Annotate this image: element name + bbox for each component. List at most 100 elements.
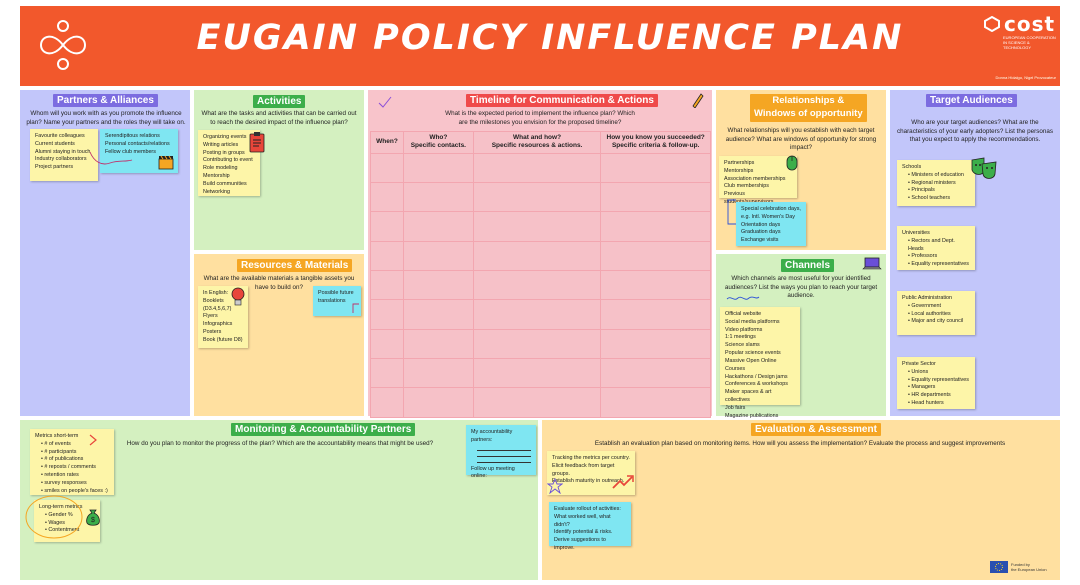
eugain-logo xyxy=(38,18,88,73)
list-item: Fellow club members xyxy=(105,148,156,155)
list-item: Infographics xyxy=(203,321,233,328)
activities-title: Activities xyxy=(253,95,306,108)
table-row[interactable] xyxy=(370,152,711,184)
list-item: Tracking the metrics per country. xyxy=(552,455,630,461)
masks-icon xyxy=(970,156,998,180)
list-item: translations xyxy=(318,297,346,304)
list-item: Identify potential & risks. xyxy=(554,529,613,536)
checkmark-doodle-icon xyxy=(378,96,392,108)
resources-desc: What are the available materials a tangi… xyxy=(203,275,355,291)
list-item: Rectors and Dept. Heads xyxy=(908,238,970,254)
note-heading: Long-term metrics xyxy=(39,504,83,510)
list-item: Booklets xyxy=(203,297,224,304)
list-item: Professors xyxy=(908,253,970,261)
list-item: Club memberships xyxy=(724,183,769,190)
list-item: Posters xyxy=(203,329,222,336)
list-item: Graduation days xyxy=(741,229,781,236)
target-note-universities[interactable]: Universities Rectors and Dept. Heads Pro… xyxy=(897,226,975,270)
note-heading: Schools xyxy=(902,164,922,170)
resources-note-2[interactable]: Possible future translations xyxy=(313,286,361,316)
list-item: Official website xyxy=(725,311,762,317)
evaluation-note-1[interactable]: Tracking the metrics per country. Elicit… xyxy=(547,451,635,495)
list-item: Serendipitous relations xyxy=(105,133,160,139)
list-item: Video platforms xyxy=(725,326,763,333)
table-row[interactable] xyxy=(370,328,711,359)
list-item: Elicit feedback from target groups. xyxy=(552,462,615,477)
list-item: Organizing events xyxy=(203,134,247,140)
list-item: Ministers of education xyxy=(908,172,970,180)
pencil-icon xyxy=(690,92,704,108)
header-banner xyxy=(20,6,1060,86)
followup-label: Follow up meeting online: xyxy=(471,465,515,480)
list-item: Science slams xyxy=(725,342,760,349)
blank-line[interactable] xyxy=(477,458,531,463)
eu-label-2: the European Union xyxy=(1011,567,1047,572)
list-item: Networking xyxy=(203,188,230,195)
accountability-partners-note[interactable]: My accountability partners: Follow up me… xyxy=(466,425,536,479)
table-row[interactable] xyxy=(370,270,711,301)
list-item: In English: xyxy=(203,290,229,296)
list-item: e.g. Intl. Women's Day xyxy=(741,213,795,220)
list-item: Posting in groups xyxy=(203,149,245,156)
monitoring-note-short[interactable]: Metrics short-term # of events # partici… xyxy=(30,429,114,495)
blank-line[interactable] xyxy=(477,452,531,457)
table-row[interactable] xyxy=(370,211,711,242)
target-note-schools[interactable]: Schools Ministers of education Regional … xyxy=(897,160,975,206)
list-item: Equality representatives xyxy=(908,261,970,269)
evaluation-note-2[interactable]: Evaluate rollout of activities: What wor… xyxy=(549,502,631,551)
list-item: Government xyxy=(908,303,970,311)
col-what: What and how? Specific resources & action… xyxy=(472,131,602,154)
list-item: Gender % xyxy=(45,512,95,520)
blank-line[interactable] xyxy=(477,446,531,451)
table-row[interactable] xyxy=(370,240,711,272)
col-who: Who? Specific contacts. xyxy=(402,131,474,154)
monitoring-note-long[interactable]: Long-term metrics Gender % Wages Content… xyxy=(34,500,100,542)
cost-subtitle-2: IN SCIENCE & TECHNOLOGY xyxy=(1003,40,1032,51)
bracket-doodle-icon xyxy=(724,198,738,226)
cost-logo-text: cost xyxy=(1004,12,1056,36)
partners-title: Partners & Alliances xyxy=(53,94,158,107)
timeline-title: Timeline for Communication & Actions xyxy=(466,94,658,107)
list-item: Maker spaces & art collectives xyxy=(725,389,772,404)
list-item: Orientation days xyxy=(741,221,781,228)
list-item: Massive Open Online Courses xyxy=(725,357,777,372)
target-desc: Who are your target audiences? What are … xyxy=(896,119,1054,143)
partners-note-1[interactable]: Favourite colleagues Current students Al… xyxy=(30,129,98,181)
list-item: Mentorships xyxy=(724,167,754,174)
list-item: Equality representatives xyxy=(908,377,970,385)
list-item: (D3.4,5,6,7) xyxy=(203,305,232,312)
list-item: Personal contacts/relations xyxy=(105,140,170,147)
target-note-public[interactable]: Public Administration Government Local a… xyxy=(897,291,975,335)
accountability-partners-label: My accountability partners: xyxy=(471,429,513,443)
table-row[interactable] xyxy=(370,299,711,330)
clapperboard-icon xyxy=(158,154,174,170)
target-title: Target Audiences xyxy=(926,94,1017,107)
evaluation-title: Evaluation & Assessment xyxy=(751,423,881,436)
swirl-doodle-icon xyxy=(88,148,134,168)
list-item: Current students xyxy=(35,140,75,147)
page-title: EUGAIN POLICY INFLUENCE PLAN xyxy=(196,18,904,58)
channels-note[interactable]: Official website Social media platforms … xyxy=(720,307,800,419)
monitoring-desc: How do you plan to monitor the progress … xyxy=(126,440,434,447)
list-item: Evaluate rollout of activities: xyxy=(554,506,621,512)
relationships-note-2[interactable]: Special celebration days, e.g. Intl. Wom… xyxy=(736,202,806,246)
note-heading: Metrics short-term xyxy=(35,433,79,439)
relationships-desc: What relationships will you establish wi… xyxy=(725,127,877,151)
table-header-row: When? Who? Specific contacts. What and ho… xyxy=(370,131,711,154)
table-row[interactable] xyxy=(370,387,711,418)
table-row[interactable] xyxy=(370,182,711,213)
list-item: Alumni staying in touch xyxy=(35,148,91,155)
eu-label-1: Funded by xyxy=(1011,561,1030,567)
list-item: HR departments xyxy=(908,392,970,400)
flag-doodle-icon xyxy=(352,303,360,313)
list-item: What worked well, what didn't? xyxy=(554,513,611,528)
target-note-private[interactable]: Private Sector Unions Equality represent… xyxy=(897,357,975,409)
activities-desc: What are the tasks and activities that c… xyxy=(201,110,357,126)
table-row[interactable] xyxy=(370,357,711,389)
relationships-title: Relationships & Windows of opportunity xyxy=(750,94,867,122)
trend-chart-icon xyxy=(612,474,634,490)
list-item: Unions xyxy=(908,369,970,377)
list-item: Partnerships xyxy=(724,160,755,166)
list-item: Special celebration days, xyxy=(741,206,801,212)
list-item: Mentorship xyxy=(203,173,230,180)
